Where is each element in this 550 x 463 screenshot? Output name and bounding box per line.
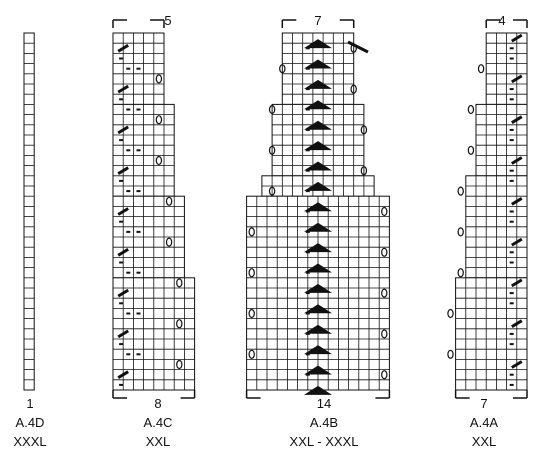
chart-a4a-name: A.4A	[469, 415, 499, 430]
chart-a4a-decrease-slash	[511, 319, 523, 328]
chart-a4c-decrease-slash	[117, 248, 129, 257]
chart-a4b-yarn-over	[268, 104, 276, 115]
chart-a4a-yarn-over	[467, 104, 475, 115]
chart-a4b-double-decrease-triangle	[304, 181, 332, 191]
chart-a4c-yarn-over	[176, 319, 183, 329]
chart-a4b-double-decrease-triangle	[304, 222, 332, 232]
chart-a4c-yarn-over	[155, 155, 163, 166]
chart-a4b-yarn-over	[248, 308, 255, 319]
chart-a4c-decrease-slash	[117, 329, 129, 339]
chart-a4b-double-decrease-triangle	[304, 202, 332, 212]
chart-a4a-yarn-over	[477, 64, 485, 74]
chart-a4a-yarn-over	[457, 268, 464, 278]
chart-a4c-decrease-slash	[117, 370, 129, 379]
chart-a4b-double-decrease-triangle	[304, 161, 332, 171]
chart-a4b-size: XXL - XXXL	[289, 434, 359, 449]
chart-a4b-double-decrease-triangle	[304, 385, 332, 395]
chart-a4c-yarn-over	[165, 237, 173, 247]
chart-a4c-decrease-slash	[117, 288, 129, 298]
chart-a4a-yarn-over	[447, 308, 454, 319]
chart-a4b-decrease-slash	[347, 40, 369, 54]
chart-a4a-size: XXL	[471, 434, 497, 449]
chart-a4c-yarn-over	[176, 278, 183, 288]
chart-a4a-decrease-slash	[511, 33, 523, 43]
chart-a4a-decrease-slash	[511, 115, 523, 124]
chart-a4c-decrease-slash	[117, 207, 129, 216]
chart-a4b-double-decrease-triangle	[304, 324, 332, 334]
chart-a4b-yarn-over	[381, 247, 388, 257]
chart-a4b-double-decrease-triangle	[304, 345, 332, 355]
chart-a4c-size: XXL	[145, 434, 171, 449]
chart-a4a-grid-band-3-outline	[455, 277, 528, 391]
chart-a4c-bottom-count: 8	[154, 396, 162, 411]
chart-a4b-double-decrease-triangle	[304, 39, 332, 49]
chart-a4b-yarn-over	[381, 288, 388, 298]
chart-a4d-grid-outline	[23, 32, 35, 391]
chart-a4c-yarn-over	[155, 74, 163, 84]
chart-a4c-yarn-over	[176, 359, 183, 370]
chart-a4b-double-decrease-triangle	[304, 283, 332, 293]
chart-a4a-yarn-over	[467, 145, 475, 155]
chart-a4b-yarn-over	[381, 329, 388, 339]
chart-a4b-yarn-over	[350, 84, 357, 94]
chart-a4d-bottom-count: 1	[26, 396, 34, 411]
chart-a4b-yarn-over	[381, 206, 388, 217]
chart-a4d-name: A.4D	[15, 415, 45, 430]
chart-a4b-double-decrease-triangle	[304, 243, 332, 253]
chart-a4c-decrease-slash	[117, 166, 129, 175]
chart-a4b-yarn-over	[248, 227, 255, 237]
chart-a4c-decrease-slash	[117, 125, 129, 135]
chart-a4a-top-count: 4	[498, 13, 506, 28]
chart-a4a-decrease-slash	[511, 278, 523, 288]
chart-a4a-decrease-slash	[511, 74, 523, 84]
chart-a4d-size: XXXL	[13, 434, 47, 449]
chart-a4a-decrease-slash	[511, 237, 523, 247]
chart-a4b-top-count: 7	[314, 13, 322, 28]
chart-a4b-yarn-over	[248, 349, 255, 359]
chart-a4b-double-decrease-triangle	[304, 365, 332, 375]
chart-a4a-decrease-slash	[511, 156, 523, 165]
chart-a4a-yarn-over	[457, 227, 464, 237]
chart-a4c-name: A.4C	[143, 415, 173, 430]
chart-a4c-decrease-slash	[117, 44, 129, 53]
chart-a4a-decrease-slash	[511, 197, 523, 206]
chart-a4b-name: A.4B	[309, 415, 339, 430]
chart-a4b-bottom-count: 14	[316, 396, 332, 411]
chart-a4b-yarn-over	[279, 64, 286, 74]
chart-a4a-yarn-over	[457, 186, 464, 196]
chart-a4b-double-decrease-triangle	[304, 79, 332, 89]
chart-a4b-yarn-over	[268, 145, 276, 155]
chart-a4b-double-decrease-triangle	[304, 120, 332, 130]
chart-a4b-yarn-over	[268, 186, 276, 196]
chart-a4b-yarn-over	[360, 125, 368, 135]
chart-a4b-double-decrease-triangle	[304, 59, 332, 69]
chart-a4b-double-decrease-triangle	[304, 263, 332, 273]
chart-a4c-yarn-over	[155, 115, 163, 125]
chart-a4a-bottom-count: 7	[480, 396, 488, 411]
chart-a4b-yarn-over	[248, 268, 255, 278]
chart-a4a-yarn-over	[447, 349, 454, 359]
chart-a4b-yarn-over	[360, 166, 368, 176]
chart-a4c-yarn-over	[165, 196, 173, 206]
chart-a4b-double-decrease-triangle	[304, 100, 332, 110]
chart-a4b-double-decrease-triangle	[304, 304, 332, 314]
chart-a4b-yarn-over	[381, 370, 388, 380]
chart-a4c-top-count: 5	[164, 13, 172, 28]
chart-a4b-double-decrease-triangle	[304, 141, 332, 151]
chart-a4a-decrease-slash	[511, 360, 523, 369]
chart-a4a-grid-band-1-outline	[475, 103, 528, 177]
chart-a4c-decrease-slash	[117, 84, 129, 94]
